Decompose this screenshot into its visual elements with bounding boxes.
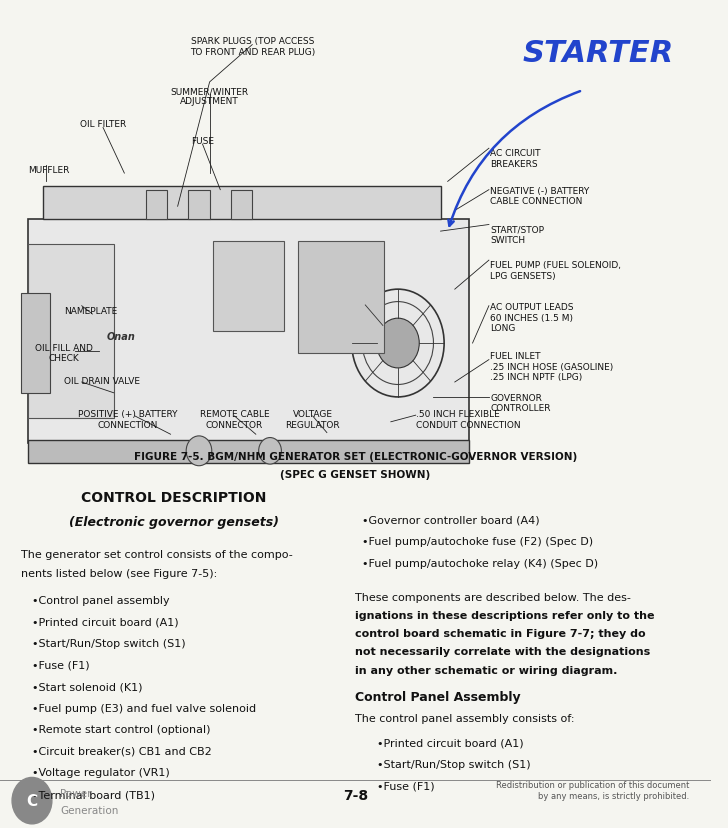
- Text: FUEL PUMP (FUEL SOLENOID,
LPG GENSETS): FUEL PUMP (FUEL SOLENOID, LPG GENSETS): [491, 261, 621, 280]
- FancyBboxPatch shape: [43, 186, 440, 219]
- Text: •Fuel pump/autochoke relay (K4) (Spec D): •Fuel pump/autochoke relay (K4) (Spec D): [363, 558, 598, 568]
- FancyBboxPatch shape: [28, 244, 114, 418]
- Text: GOVERNOR
CONTROLLER: GOVERNOR CONTROLLER: [491, 393, 551, 412]
- Circle shape: [376, 319, 419, 368]
- Text: SUMMER/WINTER
ADJUSTMENT: SUMMER/WINTER ADJUSTMENT: [170, 87, 249, 106]
- Text: MUFFLER: MUFFLER: [28, 166, 70, 175]
- Text: Power: Power: [60, 788, 92, 798]
- Text: •Printed circuit board (A1): •Printed circuit board (A1): [376, 738, 523, 748]
- Text: •Fuel pump/autochoke fuse (F2) (Spec D): •Fuel pump/autochoke fuse (F2) (Spec D): [363, 537, 593, 546]
- Text: not necessarily correlate with the designations: not necessarily correlate with the desig…: [355, 647, 651, 657]
- Text: •Start/Run/Stop switch (S1): •Start/Run/Stop switch (S1): [32, 638, 186, 648]
- Text: •Fuse (F1): •Fuse (F1): [32, 660, 90, 670]
- Text: STARTER: STARTER: [522, 40, 673, 68]
- Text: C: C: [26, 793, 38, 808]
- Text: •Fuse (F1): •Fuse (F1): [376, 781, 434, 791]
- Text: •Control panel assembly: •Control panel assembly: [32, 595, 170, 605]
- Text: •Voltage regulator (VR1): •Voltage regulator (VR1): [32, 768, 170, 777]
- Text: OIL DRAIN VALVE: OIL DRAIN VALVE: [64, 377, 140, 386]
- Text: Control Panel Assembly: Control Panel Assembly: [355, 690, 521, 703]
- Text: AC OUTPUT LEADS
60 INCHES (1.5 M)
LONG: AC OUTPUT LEADS 60 INCHES (1.5 M) LONG: [491, 303, 574, 333]
- FancyBboxPatch shape: [21, 294, 50, 393]
- Text: OIL FILTER: OIL FILTER: [80, 120, 126, 129]
- Text: ignations in these descriptions refer only to the: ignations in these descriptions refer on…: [355, 610, 654, 620]
- Text: VOLTAGE
REGULATOR: VOLTAGE REGULATOR: [285, 410, 340, 429]
- Text: NAMEPLATE: NAMEPLATE: [64, 306, 117, 315]
- Text: •Printed circuit board (A1): •Printed circuit board (A1): [32, 617, 178, 627]
- Text: •Terminal board (TB1): •Terminal board (TB1): [32, 789, 155, 799]
- Text: nents listed below (see Figure 7-5):: nents listed below (see Figure 7-5):: [21, 568, 218, 578]
- Text: START/STOP
SWITCH: START/STOP SWITCH: [491, 225, 545, 244]
- Text: 7-8: 7-8: [343, 788, 368, 802]
- FancyBboxPatch shape: [189, 190, 210, 219]
- Text: CONTROL DESCRIPTION: CONTROL DESCRIPTION: [82, 490, 266, 504]
- Text: NEGATIVE (-) BATTERY
CABLE CONNECTION: NEGATIVE (-) BATTERY CABLE CONNECTION: [491, 186, 590, 205]
- Text: AC CIRCUIT
BREAKERS: AC CIRCUIT BREAKERS: [491, 149, 541, 168]
- Circle shape: [186, 436, 212, 466]
- Text: •Start/Run/Stop switch (S1): •Start/Run/Stop switch (S1): [376, 759, 530, 769]
- Text: •Circuit breaker(s) CB1 and CB2: •Circuit breaker(s) CB1 and CB2: [32, 746, 212, 756]
- Text: •Fuel pump (E3) and fuel valve solenoid: •Fuel pump (E3) and fuel valve solenoid: [32, 703, 256, 713]
- Text: •Remote start control (optional): •Remote start control (optional): [32, 724, 210, 734]
- Text: •Governor controller board (A4): •Governor controller board (A4): [363, 515, 540, 525]
- Text: Generation: Generation: [60, 805, 119, 815]
- FancyBboxPatch shape: [146, 190, 167, 219]
- Text: OIL FILL AND
CHECK: OIL FILL AND CHECK: [35, 344, 93, 363]
- FancyBboxPatch shape: [28, 219, 469, 443]
- FancyBboxPatch shape: [213, 242, 284, 331]
- Text: .50 INCH FLEXIBLE
CONDUIT CONNECTION: .50 INCH FLEXIBLE CONDUIT CONNECTION: [416, 410, 521, 429]
- Circle shape: [258, 438, 282, 465]
- Text: POSITIVE (+) BATTERY
CONNECTION: POSITIVE (+) BATTERY CONNECTION: [78, 410, 178, 429]
- FancyBboxPatch shape: [231, 190, 253, 219]
- Text: SPARK PLUGS (TOP ACCESS
TO FRONT AND REAR PLUG): SPARK PLUGS (TOP ACCESS TO FRONT AND REA…: [189, 37, 315, 56]
- FancyBboxPatch shape: [298, 242, 384, 354]
- Text: FUSE: FUSE: [191, 137, 214, 146]
- Text: The generator set control consists of the compo-: The generator set control consists of th…: [21, 550, 293, 560]
- Circle shape: [12, 777, 52, 824]
- Text: (Electronic governor gensets): (Electronic governor gensets): [69, 515, 279, 528]
- Text: control board schematic in Figure 7-7; they do: control board schematic in Figure 7-7; t…: [355, 628, 646, 638]
- Text: These components are described below. The des-: These components are described below. Th…: [355, 592, 631, 602]
- Text: The control panel assembly consists of:: The control panel assembly consists of:: [355, 713, 575, 723]
- Text: Onan: Onan: [106, 332, 135, 342]
- Text: •Start solenoid (K1): •Start solenoid (K1): [32, 681, 143, 691]
- Text: FUEL INLET
.25 INCH HOSE (GASOLINE)
.25 INCH NPTF (LPG): FUEL INLET .25 INCH HOSE (GASOLINE) .25 …: [491, 352, 614, 382]
- Text: (SPEC G GENSET SHOWN): (SPEC G GENSET SHOWN): [280, 469, 430, 479]
- Text: in any other schematic or wiring diagram.: in any other schematic or wiring diagram…: [355, 665, 617, 675]
- FancyBboxPatch shape: [28, 440, 469, 464]
- Text: Redistribution or publication of this document
by any means, is strictly prohibi: Redistribution or publication of this do…: [496, 780, 689, 800]
- Text: REMOTE CABLE
CONNECTOR: REMOTE CABLE CONNECTOR: [199, 410, 269, 429]
- Text: FIGURE 7-5. BGM/NHM GENERATOR SET (ELECTRONIC-GOVERNOR VERSION): FIGURE 7-5. BGM/NHM GENERATOR SET (ELECT…: [134, 451, 577, 461]
